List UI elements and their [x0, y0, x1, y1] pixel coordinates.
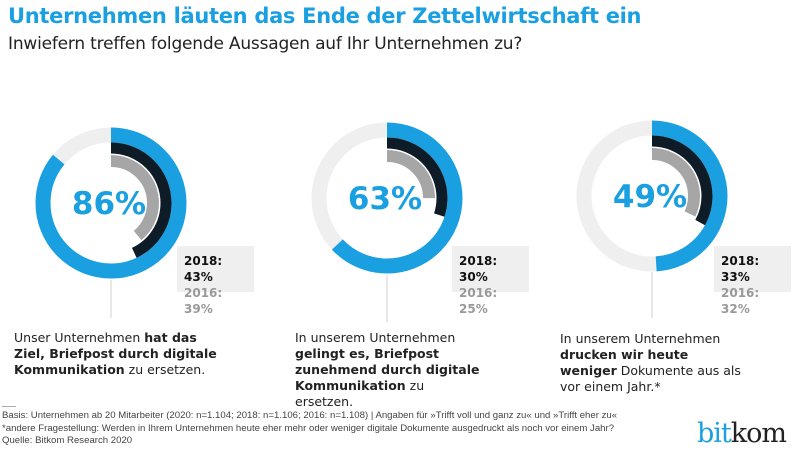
ring-2018 — [326, 137, 448, 259]
label-2016: 2016: 25% — [459, 286, 498, 316]
desc-bold: hat das Ziel, Briefpost durch digitale K… — [14, 330, 217, 377]
value-2020-label: 49% — [613, 179, 687, 215]
label-2018: 2018: 43% — [184, 254, 223, 284]
desc-text: Unser Unternehmen — [14, 330, 145, 345]
chart-title: Unternehmen läuten das Ende der Zettelwi… — [8, 4, 642, 28]
legend-box-3: 2018: 33% 2016: 32% — [714, 246, 791, 316]
desc-bold: drucken wir heute weniger — [560, 347, 689, 378]
legend-box-1: 2018: 43% 2016: 39% — [177, 246, 254, 316]
label-2018: 2018: 33% — [721, 254, 760, 284]
footer: Basis: Unternehmen ab 20 Mitarbeiter (20… — [2, 410, 617, 448]
ring-2016 — [63, 155, 159, 251]
desc-text: Dokumente aus als vor einem Jahr.* — [560, 363, 741, 394]
desc-text: zu ersetzen. — [295, 378, 425, 409]
logo-part2: kom — [730, 418, 787, 449]
ring-2018 — [591, 135, 713, 257]
label-2018: 2018: 30% — [459, 254, 498, 284]
logo-part1: bit — [697, 418, 732, 449]
description-1: Unser Unternehmen hat das Ziel, Briefpos… — [14, 330, 224, 378]
label-2016: 2016: 32% — [721, 286, 760, 316]
ring-2016 — [604, 148, 700, 244]
label-2016: 2016: 39% — [184, 286, 223, 316]
ring-2018 — [50, 142, 172, 264]
desc-text: zu ersetzen. — [124, 362, 206, 377]
value-2020-label: 63% — [348, 181, 422, 217]
footer-basis: Basis: Unternehmen ab 20 Mitarbeiter (20… — [2, 410, 618, 421]
description-2: In unserem Unternehmen gelingt es, Brief… — [295, 330, 485, 410]
ring-2020 — [35, 127, 187, 279]
ring-2016 — [339, 150, 435, 246]
ring-2020 — [576, 120, 728, 272]
desc-bold: gelingt es, Briefpost zunehmend durch di… — [295, 346, 480, 393]
legend-box-2: 2018: 30% 2016: 25% — [452, 246, 529, 316]
desc-text: In unserem Unternehmen — [560, 331, 721, 346]
footer-source: Quelle: Bitkom Research 2020 — [2, 435, 133, 446]
divider — [2, 406, 16, 407]
ring-2020 — [311, 122, 463, 274]
footer-note: *andere Fragestellung: Werden in Ihrem U… — [2, 422, 615, 434]
bitkom-logo: bitkom — [697, 418, 787, 449]
chart-subtitle: Inwiefern treffen folgende Aussagen auf … — [8, 34, 523, 54]
description-3: In unserem Unternehmen drucken wir heute… — [560, 331, 745, 395]
value-2020-label: 86% — [72, 186, 146, 222]
desc-text: In unserem Unternehmen — [295, 330, 456, 345]
